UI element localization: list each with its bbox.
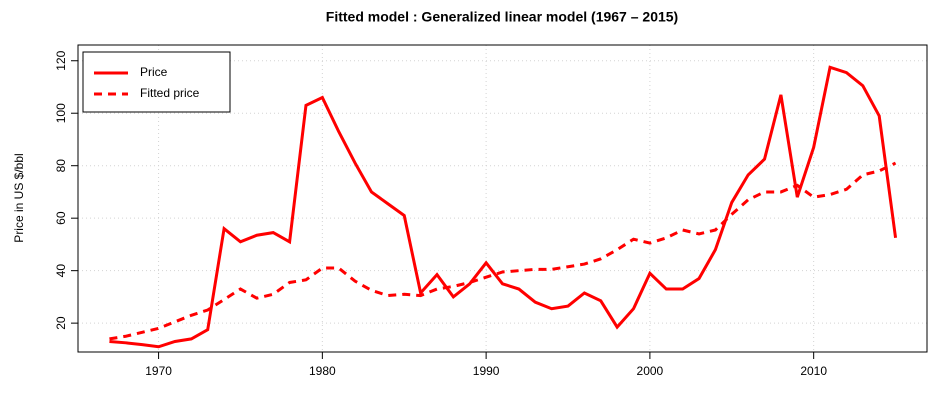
legend-label: Fitted price — [140, 86, 200, 100]
y-tick-label: 100 — [54, 103, 68, 123]
legend-box — [82, 51, 231, 113]
y-tick-label: 40 — [54, 264, 68, 278]
y-tick-label: 120 — [54, 50, 68, 70]
x-tick-label: 1980 — [309, 364, 336, 378]
chart-title: Fitted model : Generalized linear model … — [326, 9, 678, 25]
y-tick-label: 60 — [54, 211, 68, 225]
data-line — [109, 161, 897, 341]
x-tick-label: 2010 — [800, 364, 827, 378]
legend-label: Price — [140, 65, 168, 79]
y-tick-label: 20 — [54, 316, 68, 330]
x-tick-label: 2000 — [637, 364, 664, 378]
data-line — [109, 65, 898, 349]
x-tick-label: 1970 — [145, 364, 172, 378]
y-axis-label: Price in US $/bbl — [12, 153, 26, 242]
x-tick-label: 1990 — [473, 364, 500, 378]
plot-frame — [77, 44, 928, 353]
y-tick-label: 80 — [54, 159, 68, 173]
